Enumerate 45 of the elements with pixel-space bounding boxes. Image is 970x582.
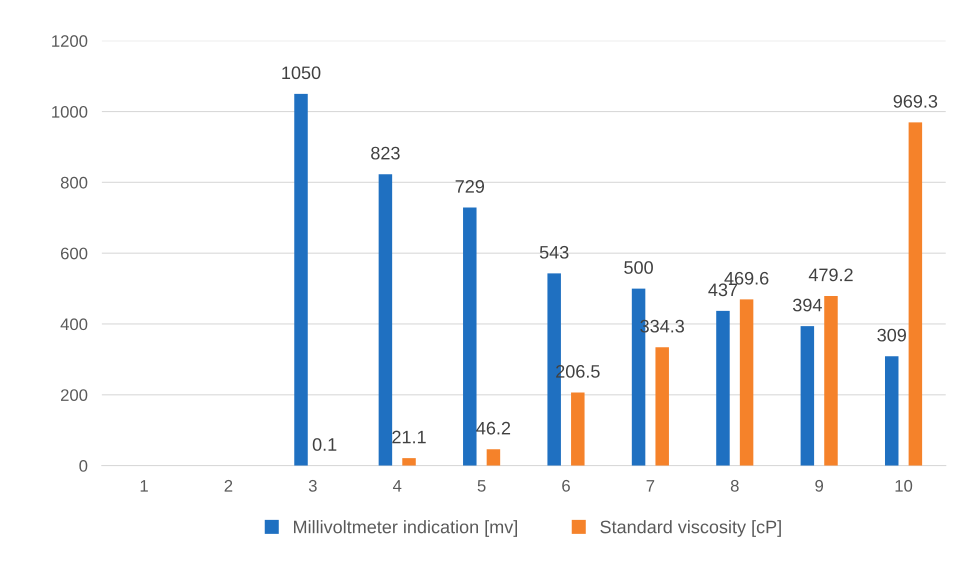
bar xyxy=(824,296,838,466)
bar xyxy=(655,347,669,466)
y-tick-label: 0 xyxy=(79,460,88,472)
bar xyxy=(294,94,308,466)
bar xyxy=(486,449,500,466)
bar xyxy=(740,299,754,466)
x-tick-label: 8 xyxy=(730,480,739,492)
bar xyxy=(378,174,392,466)
data-label: 479.2 xyxy=(808,268,853,282)
legend-label: Millivoltmeter indication [mv] xyxy=(294,520,517,537)
x-tick-label: 6 xyxy=(562,480,570,492)
y-tick-label: 800 xyxy=(60,176,88,189)
data-label: 1050 xyxy=(282,66,320,80)
x-tick-label: 5 xyxy=(478,480,486,492)
data-label: 437 xyxy=(708,283,738,296)
bar xyxy=(884,356,898,466)
bar xyxy=(800,326,814,466)
data-label: 729 xyxy=(456,180,484,193)
y-tick-label: 1200 xyxy=(52,35,88,47)
y-tick-label: 1000 xyxy=(52,106,88,118)
data-label: 309 xyxy=(877,328,906,342)
data-label: 394 xyxy=(792,298,822,312)
data-label: 543 xyxy=(540,246,568,259)
x-tick-label: 3 xyxy=(308,480,317,492)
bar xyxy=(571,392,585,466)
x-tick-label: 1 xyxy=(140,480,148,492)
data-label: 21.1 xyxy=(392,430,426,444)
data-label: 969.3 xyxy=(894,94,938,108)
legend-label: Standard viscosity [cP] xyxy=(600,520,781,537)
bar xyxy=(716,310,730,466)
bar xyxy=(908,122,922,466)
bar xyxy=(402,458,416,466)
x-tick-label: 10 xyxy=(896,480,912,492)
data-label: 500 xyxy=(624,261,653,274)
data-label: 469.6 xyxy=(724,272,768,285)
x-tick-label: 9 xyxy=(815,480,824,492)
bar xyxy=(463,208,477,466)
data-label: 823 xyxy=(371,146,400,160)
data-label: 0.1 xyxy=(312,438,336,451)
y-tick-label: 200 xyxy=(60,389,88,401)
x-tick-label: 4 xyxy=(392,480,402,492)
x-tick-label: 7 xyxy=(646,480,654,492)
y-tick-label: 400 xyxy=(60,318,88,330)
y-tick-label: 600 xyxy=(61,248,88,260)
x-tick-label: 2 xyxy=(224,480,232,492)
